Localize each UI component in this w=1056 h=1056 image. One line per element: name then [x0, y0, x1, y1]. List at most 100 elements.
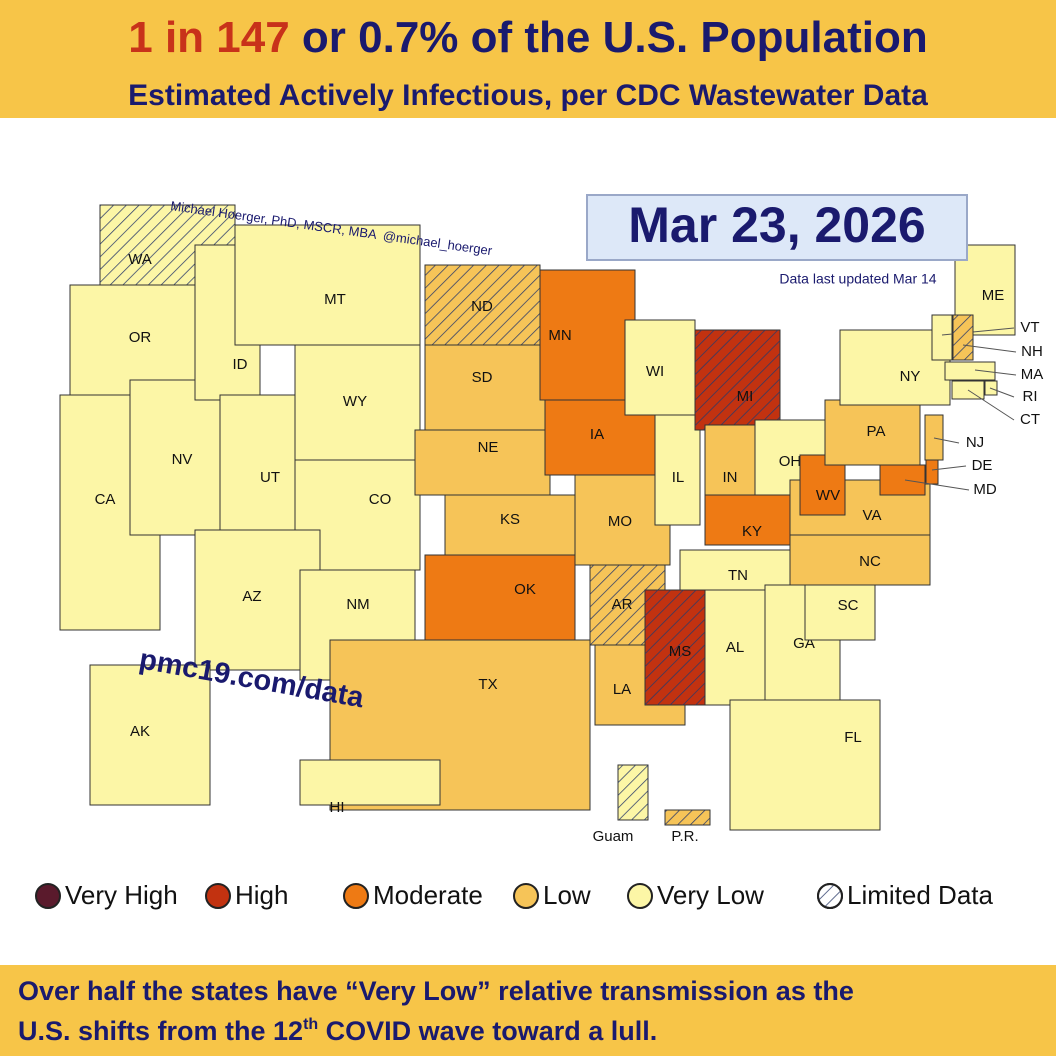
state-label: WV — [816, 487, 840, 504]
state-label: WY — [343, 393, 367, 410]
state-label: P.R. — [671, 828, 698, 845]
state-label: MT — [324, 291, 346, 308]
state — [879, 464, 926, 496]
legend-label: Low — [543, 880, 591, 910]
legend-swatch — [343, 883, 369, 909]
state-label: Guam — [593, 828, 634, 845]
state-label: NM — [346, 596, 369, 613]
state-label: NC — [859, 553, 881, 570]
leader-line — [933, 437, 960, 444]
state — [839, 329, 951, 406]
state — [944, 361, 996, 381]
footer-line: Over half the states have “Very Low” rel… — [18, 976, 854, 1006]
state — [444, 494, 576, 556]
state-label: CA — [95, 491, 116, 508]
state-label: WA — [128, 251, 152, 268]
state-label: IN — [723, 469, 738, 486]
updated-note: Data last updated Mar 14 — [779, 271, 936, 287]
state — [294, 344, 421, 461]
state-label: TX — [478, 676, 497, 693]
legend-label: Limited Data — [847, 880, 993, 910]
footer-band — [0, 965, 1056, 1056]
leader-line — [904, 479, 970, 491]
state-label: TN — [728, 567, 748, 584]
state-label: OH — [779, 453, 802, 470]
date: Mar 23, 2026 — [628, 197, 925, 253]
leader-line — [931, 465, 967, 471]
state-label: KS — [500, 511, 520, 528]
title: 1 in 147 or 0.7% of the U.S. Population — [128, 13, 927, 62]
state-label: WI — [646, 363, 664, 380]
title-highlight: 1 in 147 — [128, 13, 289, 62]
state — [931, 314, 953, 361]
state-label: CO — [369, 491, 392, 508]
state-hatch — [425, 265, 540, 345]
state-hatch — [665, 810, 710, 825]
legend-hatch — [817, 883, 843, 909]
header-band — [0, 0, 1056, 118]
title-rest: or 0.7% of the U.S. Population — [290, 13, 928, 62]
footer-text: U.S. shifts from the 12 — [18, 1016, 303, 1046]
state — [129, 379, 226, 536]
state-label: OK — [514, 581, 536, 598]
state-label: PA — [867, 423, 886, 440]
state-label: SC — [838, 597, 859, 614]
state — [624, 319, 696, 416]
state — [234, 224, 421, 346]
state-label: MO — [608, 513, 632, 530]
state-label: CT — [1020, 411, 1040, 428]
legend: Very High High Moderate Low Very Low Limited … — [35, 880, 993, 910]
state — [424, 344, 546, 431]
state-label: NV — [172, 451, 193, 468]
state-label: MA — [1021, 366, 1044, 383]
legend-label: High — [235, 880, 288, 910]
state-label: UT — [260, 469, 280, 486]
footer-text: COVID wave toward a lull. — [318, 1016, 657, 1046]
state-label: VT — [1020, 319, 1039, 336]
leader-line — [989, 387, 1015, 398]
state-label: IA — [590, 426, 604, 443]
leader-line — [962, 344, 1017, 353]
state-label: LA — [613, 681, 631, 698]
legend-swatch — [627, 883, 653, 909]
state-hatch — [645, 590, 705, 705]
state-hatch — [953, 315, 973, 360]
state — [539, 269, 636, 401]
state — [924, 414, 944, 461]
state-label: NE — [478, 439, 499, 456]
state-label: KY — [742, 523, 762, 540]
state-label: MD — [973, 481, 996, 498]
state-label: DE — [972, 457, 993, 474]
state — [729, 699, 881, 831]
state — [219, 394, 296, 531]
state-label: ME — [982, 287, 1005, 304]
state-label: NY — [900, 368, 921, 385]
state — [89, 664, 211, 806]
legend-swatch — [513, 883, 539, 909]
state — [789, 529, 931, 586]
legend-swatch — [205, 883, 231, 909]
leader-line — [967, 389, 1015, 421]
state — [824, 399, 921, 466]
state — [925, 459, 939, 485]
state — [704, 589, 766, 706]
state-hatch — [618, 765, 648, 820]
state-label: AK — [130, 723, 150, 740]
state-label: RI — [1023, 388, 1038, 405]
legend-label: Moderate — [373, 880, 483, 910]
subtitle: Estimated Actively Infectious, per CDC W… — [128, 79, 928, 112]
state-label: MS — [669, 643, 692, 660]
state-label: SD — [472, 369, 493, 386]
state-label: VA — [863, 507, 882, 524]
state-label: IL — [672, 469, 685, 486]
legend-swatch — [35, 883, 61, 909]
state-hatch — [695, 330, 780, 430]
date-box — [586, 194, 968, 261]
state-label: OR — [129, 329, 152, 346]
state-label: HI — [330, 799, 345, 816]
state-label: FL — [844, 729, 862, 746]
state — [424, 554, 576, 641]
state — [299, 759, 441, 806]
state-label: AZ — [242, 588, 261, 605]
